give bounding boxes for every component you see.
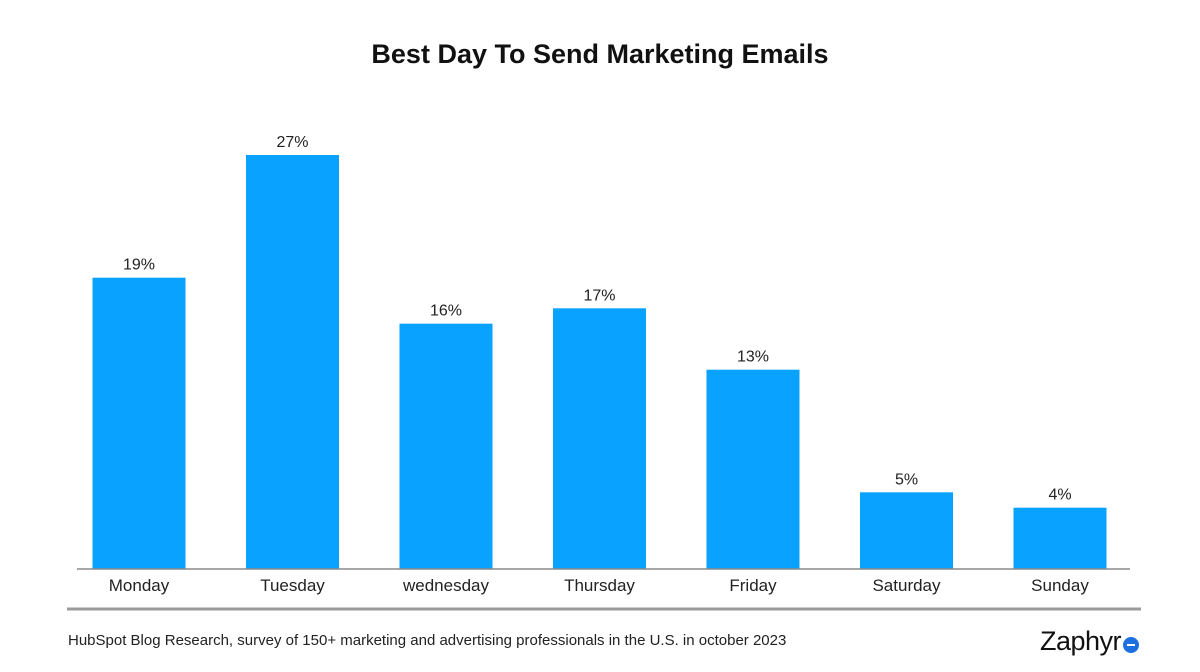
logo-mark-icon — [1123, 636, 1140, 653]
bar-monday — [92, 277, 186, 569]
value-label-thursday: 17% — [583, 287, 615, 304]
value-label-sunday: 4% — [1048, 487, 1071, 504]
bar-thursday — [553, 308, 646, 569]
bar-saturday — [860, 492, 953, 569]
category-label-saturday: Saturday — [872, 576, 941, 595]
bar-wednesday — [399, 323, 493, 569]
category-label-monday: Monday — [109, 576, 170, 595]
value-labels-group: 19% 27% 16% 17% 13% 5% 4% — [123, 134, 1072, 504]
value-label-friday: 13% — [737, 349, 769, 366]
bar-sunday — [1013, 507, 1107, 569]
category-label-sunday: Sunday — [1031, 576, 1089, 595]
category-labels-group: Monday Tuesday wednesday Thursday Friday Satu… — [109, 576, 1090, 595]
value-label-monday: 19% — [123, 257, 155, 274]
bar-tuesday — [246, 155, 339, 569]
category-label-friday: Friday — [729, 576, 777, 595]
logo-text: Zaphyr — [1040, 626, 1122, 656]
value-label-tuesday: 27% — [276, 134, 308, 151]
zaphyre-logo: Zaphyr — [1040, 626, 1140, 657]
source-note: HubSpot Blog Research, survey of 150+ ma… — [68, 632, 787, 649]
bars-group — [92, 155, 1107, 569]
value-label-wednesday: 16% — [430, 303, 462, 320]
chart-title: Best Day To Send Marketing Emails — [371, 39, 828, 69]
bar-friday — [706, 369, 800, 569]
value-label-saturday: 5% — [895, 471, 918, 488]
category-label-wednesday: wednesday — [402, 576, 490, 595]
category-label-thursday: Thursday — [564, 576, 635, 595]
category-label-tuesday: Tuesday — [260, 576, 325, 595]
